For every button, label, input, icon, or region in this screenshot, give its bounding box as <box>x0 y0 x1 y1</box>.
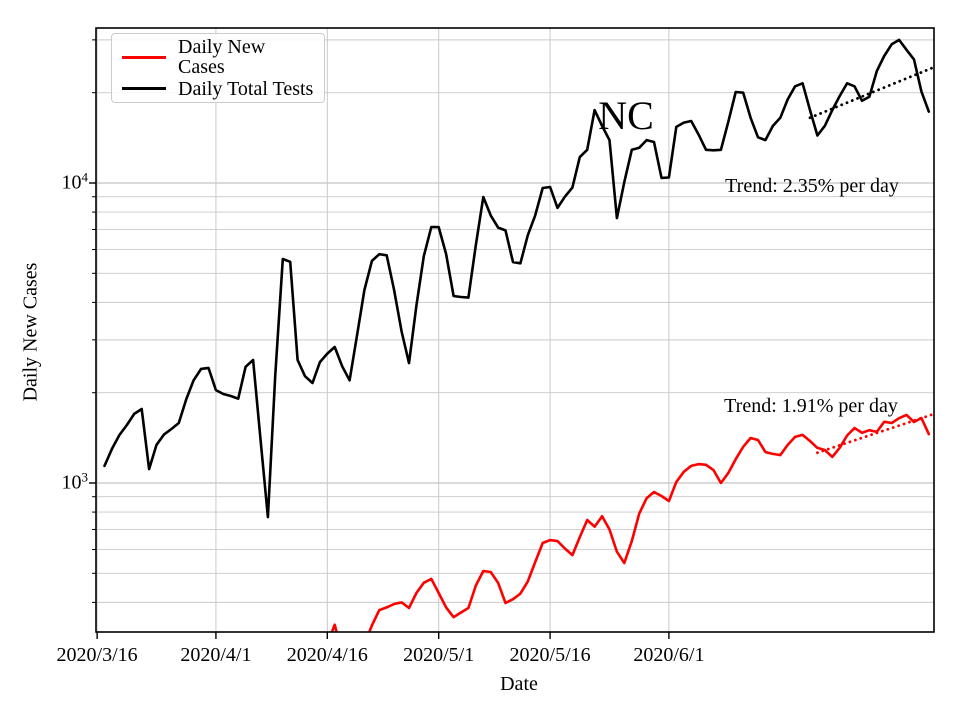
x-tick-label: 2020/6/1 <box>633 644 705 666</box>
legend-line-sample-red <box>122 55 166 59</box>
x-tick-label: 2020/3/16 <box>56 644 138 666</box>
legend-item-daily-total-tests: Daily Total Tests <box>122 79 314 99</box>
x-tick-label: 2020/4/1 <box>180 644 252 666</box>
legend-label: Daily New Cases <box>178 36 266 79</box>
y-tick-label-1e3: 103 <box>61 469 89 494</box>
cases-trend-annotation: Trend: 1.91% per day <box>724 395 898 417</box>
legend-line-sample-black <box>122 87 166 91</box>
series-line-daily-total-tests <box>103 38 931 519</box>
x-tick-label: 2020/5/16 <box>509 644 591 666</box>
legend-item-daily-new-cases: Daily New Cases <box>122 37 314 77</box>
x-axis-label: Date <box>500 673 538 695</box>
x-tick-label: 2020/4/16 <box>286 644 368 666</box>
trend-line-daily-total-tests-trend <box>808 65 934 120</box>
legend: Daily New Cases Daily Total Tests <box>111 33 325 103</box>
y-axis-label: Daily New Cases <box>19 262 42 402</box>
plot-border <box>95 27 935 633</box>
trend-line-daily-new-cases-trend <box>816 412 934 455</box>
y-tick-label-1e4: 104 <box>61 169 89 194</box>
series-line-daily-new-cases <box>330 413 931 632</box>
tests-trend-annotation: Trend: 2.35% per day <box>725 175 899 197</box>
x-tick-label: 2020/5/1 <box>403 644 475 666</box>
legend-label: Daily Total Tests <box>178 77 314 100</box>
state-annotation: NC <box>598 93 654 138</box>
